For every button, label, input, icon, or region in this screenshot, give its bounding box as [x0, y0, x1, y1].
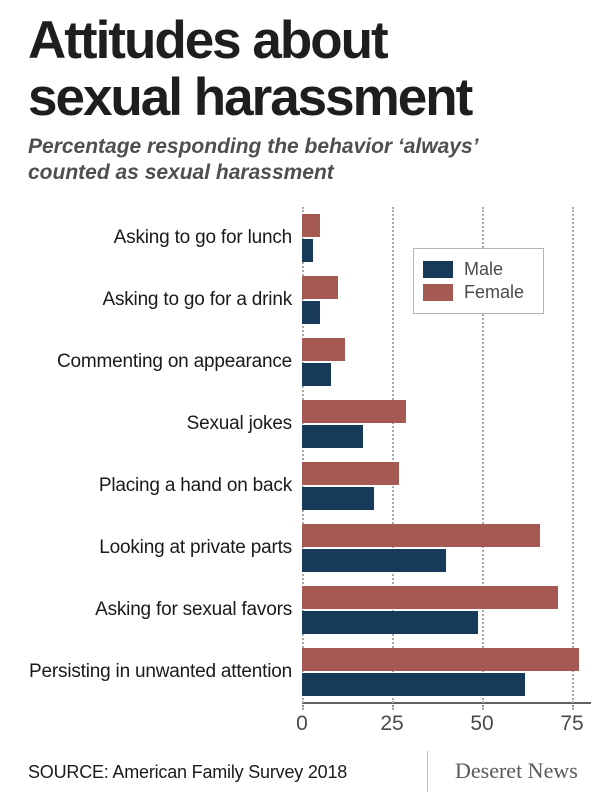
- legend-label-male: Male: [464, 259, 504, 279]
- tick-75: [572, 705, 574, 710]
- bar-female-0: [302, 214, 320, 237]
- legend-swatch-female: [423, 284, 453, 301]
- subtitle-line-2: counted as sexual harassment: [28, 161, 334, 184]
- gridline-0: [302, 207, 304, 703]
- legend: Male Female: [413, 248, 544, 314]
- legend-swatch-male: [423, 261, 453, 278]
- bar-chart: Asking to go for lunch Asking to go for a…: [0, 207, 600, 754]
- brand-divider: [427, 751, 428, 792]
- bar-male-1: [302, 301, 320, 324]
- category-label: Asking for sexual favors: [95, 599, 292, 620]
- category-label: Sexual jokes: [186, 413, 293, 434]
- tick-50: [482, 705, 484, 710]
- bar-male-0: [302, 239, 313, 262]
- category-label: Persisting in unwanted attention: [29, 661, 292, 682]
- bar-female-7: [302, 648, 580, 671]
- tick-label-25: 25: [380, 712, 404, 735]
- source-credit: SOURCE: American Family Survey 2018: [28, 762, 348, 782]
- gridline-25: [392, 207, 394, 703]
- legend-label-female: Female: [464, 282, 525, 302]
- bar-female-6: [302, 586, 558, 609]
- category-label: Commenting on appearance: [57, 351, 292, 372]
- tick-0: [302, 705, 304, 710]
- bar-female-1: [302, 276, 338, 299]
- title-line-2: sexual harassment: [28, 68, 473, 127]
- bar-male-6: [302, 611, 479, 634]
- category-label: Placing a hand on back: [98, 475, 292, 496]
- tick-label-0: 0: [296, 712, 308, 735]
- bar-male-4: [302, 487, 374, 510]
- bar-male-5: [302, 549, 446, 572]
- bar-female-2: [302, 338, 346, 361]
- legend-item-male: Male: [423, 259, 543, 280]
- tick-label-75: 75: [560, 712, 584, 735]
- subtitle-line-1: Percentage responding the behavior ‘alwa…: [28, 135, 479, 158]
- plot-area: [302, 207, 592, 703]
- gridline-50: [482, 207, 484, 703]
- bar-male-7: [302, 673, 526, 696]
- title-line-1: Attitudes about: [28, 11, 389, 70]
- category-label: Looking at private parts: [99, 537, 292, 558]
- bar-female-5: [302, 524, 540, 547]
- legend-item-female: Female: [423, 282, 543, 303]
- bar-female-3: [302, 400, 407, 423]
- tick-label-50: 50: [470, 712, 494, 735]
- page-title: Attitudes about sexual harassment: [28, 11, 473, 127]
- category-label: Asking to go for lunch: [113, 227, 293, 248]
- tick-25: [392, 705, 394, 710]
- bar-male-3: [302, 425, 364, 448]
- x-axis-line: [302, 702, 591, 704]
- gridline-75: [572, 207, 574, 703]
- brand-logo: Deseret News: [455, 758, 578, 783]
- chart-subtitle: Percentage responding the behavior ‘alwa…: [28, 134, 478, 186]
- bar-female-4: [302, 462, 400, 485]
- bar-male-2: [302, 363, 331, 386]
- category-label: Asking to go for a drink: [102, 289, 292, 310]
